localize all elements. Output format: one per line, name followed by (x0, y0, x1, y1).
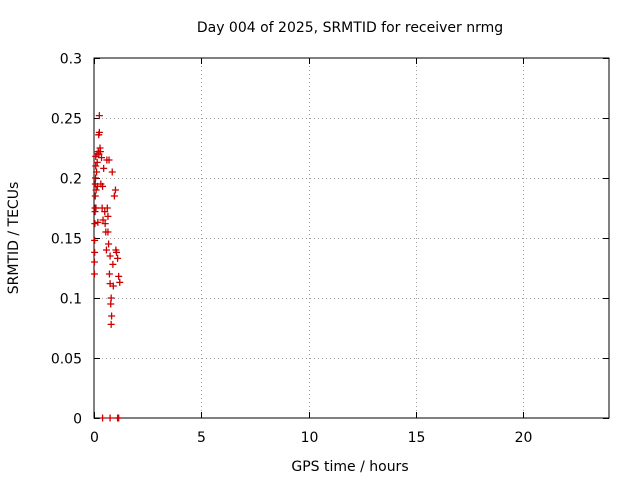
x-tick-label: 10 (301, 430, 319, 446)
data-point (99, 182, 107, 190)
data-point (105, 156, 113, 164)
data-point (107, 294, 115, 302)
data-point (113, 248, 121, 256)
data-point (108, 312, 116, 320)
data-point (107, 320, 115, 328)
data-point (91, 236, 99, 244)
y-tick-label: 0.25 (51, 112, 82, 128)
data-point (92, 204, 100, 212)
data-point (94, 218, 102, 226)
data-point (92, 186, 100, 194)
data-point (99, 414, 107, 422)
data-point (96, 148, 104, 156)
data-point (101, 220, 109, 228)
data-point (91, 248, 99, 256)
y-tick-label: 0 (73, 412, 82, 428)
x-axis-label: GPS time / hours (291, 459, 408, 475)
data-point (92, 174, 100, 182)
data-point (116, 278, 124, 286)
data-point (101, 208, 109, 216)
data-point (109, 282, 117, 290)
grid-lines (94, 58, 609, 418)
y-tick-label: 0.3 (60, 52, 82, 68)
data-point (92, 162, 100, 170)
data-point (111, 186, 119, 194)
data-point (91, 192, 99, 200)
data-point (115, 414, 123, 422)
data-point (109, 260, 117, 268)
data-point (90, 258, 98, 266)
y-axis-label: SRMTID / TECUs (6, 182, 22, 295)
data-point (93, 158, 101, 166)
data-point (95, 128, 103, 136)
data-point (95, 112, 103, 120)
y-tick-label: 0.05 (51, 352, 82, 368)
y-tick-label: 0.15 (51, 232, 82, 248)
data-point (105, 270, 113, 278)
data-point (108, 168, 116, 176)
data-point (110, 192, 118, 200)
x-tick-label: 0 (90, 430, 99, 446)
data-point (106, 252, 114, 260)
data-point (98, 154, 106, 162)
data-point (104, 228, 112, 236)
data-point (105, 240, 113, 248)
x-tick-label: 20 (515, 430, 533, 446)
data-point (107, 300, 115, 308)
data-point (91, 220, 99, 228)
data-point (106, 414, 114, 422)
data-point (103, 204, 111, 212)
x-tick-label: 15 (408, 430, 426, 446)
plot-frame (93, 57, 610, 419)
data-point (115, 272, 123, 280)
axis-ticks: 0 0.05 0.1 0.15 0.2 0.25 0.3 0 5 10 15 20 (51, 52, 609, 446)
data-point (104, 212, 112, 220)
y-tick-label: 0.2 (60, 172, 82, 188)
data-point (90, 270, 98, 278)
data-point (102, 246, 110, 254)
y-tick-label: 0.1 (60, 292, 82, 308)
data-point (99, 216, 107, 224)
data-point (114, 254, 122, 262)
x-tick-label: 5 (197, 430, 206, 446)
data-point (93, 168, 101, 176)
data-point (100, 164, 108, 172)
chart-title: Day 004 of 2025, SRMTID for receiver nrm… (197, 20, 503, 36)
data-points (90, 112, 124, 422)
